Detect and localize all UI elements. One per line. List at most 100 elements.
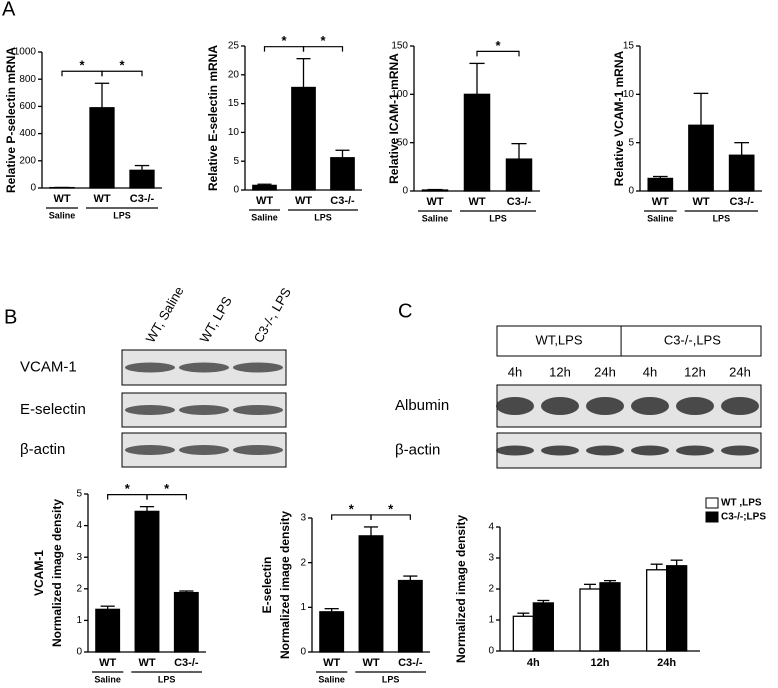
blot-band [496,445,534,456]
blot-row-label: β-actin [20,441,65,458]
time-label: 24h [729,364,751,379]
y-tick-label: 4 [488,522,494,533]
x-tick-label: C3-/- [398,657,423,669]
blot-band [179,445,229,455]
bar [688,124,714,192]
significance-label: * [349,501,355,516]
x-tick-label: 4h [527,657,540,669]
x-tick-label: WT [468,196,485,208]
y-tick-label: 2 [488,584,494,595]
y-tick-label: 0 [402,186,408,197]
x-tick-label: WT [99,657,116,669]
x-tick-label: WT [692,196,709,208]
y-axis-label: VCAM-1 [32,550,46,596]
group-label: LPS [382,674,400,684]
significance-label: * [281,33,287,48]
y-axis-label: Normalized image density [50,499,64,647]
bar [95,608,121,653]
time-label: 24h [594,364,616,379]
y-tick-label: 10 [228,127,240,138]
y-tick-label: 3 [300,513,306,524]
bar [421,189,449,192]
significance-bracket [370,514,411,520]
y-tick-label: 15 [228,98,240,109]
blot-band [233,362,283,373]
significance-label: * [79,58,85,73]
bar [319,611,345,653]
bar [330,157,355,191]
y-tick-label: 0 [628,186,634,197]
bar [397,579,423,653]
significance-label: * [495,38,501,53]
blot-band [179,405,229,415]
y-tick-label: 3 [488,553,494,564]
y-tick-label: 800 [19,74,36,85]
y-tick-label: 150 [391,41,408,52]
y-tick-label: 2 [300,557,306,568]
panel-label: C [398,300,412,322]
blot-band [586,445,624,456]
blot-band [631,445,669,456]
y-axis-label: Relative P-selectin mRNA [4,47,18,193]
significance-label: * [119,58,125,73]
blot-row-label: Albumin [395,397,449,414]
x-tick-label: WT [93,193,110,205]
condition-label: C3-/-,LPS [664,332,721,347]
legend-swatch [705,511,719,523]
condition-frame [496,325,762,357]
blot-row-label: β-actin [395,441,440,458]
bar [647,177,674,192]
blot-band [721,445,759,456]
x-tick-label: WT [295,195,312,207]
blot-band [125,405,175,415]
time-label: 4h [508,364,522,379]
time-label: 4h [643,364,657,379]
significance-bracket [146,494,187,500]
y-tick-label: 0 [300,647,306,658]
significance-label: * [164,481,170,496]
y-tick-label: 1 [488,615,494,626]
bar [505,158,533,192]
x-tick-label: C3-/- [130,193,155,205]
blot-band [541,397,579,415]
x-tick-label: C3-/- [174,657,199,669]
blot-band [676,445,714,456]
x-tick-label: 12h [591,657,610,669]
y-tick-label: 10 [623,89,635,100]
blot-band [721,397,759,415]
significance-label: * [388,501,394,516]
group-label: Saline [49,210,76,220]
blot-band [179,362,229,373]
bar [599,582,621,652]
significance-label: * [320,33,326,48]
blot-row-label: E-selectin [20,401,86,418]
group-label: Saline [318,674,345,684]
bar [252,184,277,191]
y-tick-label: 1000 [14,47,37,58]
bar [532,602,554,652]
blot-band [586,397,624,415]
y-tick-label: 0 [488,646,494,657]
group-label: Saline [422,213,449,223]
group-label: Saline [251,212,278,222]
blot-column-label: C3-/-, LPS [251,285,294,345]
panel-label: B [4,306,17,328]
bar [579,588,601,652]
y-tick-label: 5 [628,137,634,148]
y-axis-label: Normalized image density [278,511,292,659]
y-tick-label: 5 [233,156,239,167]
y-tick-label: 2 [76,583,82,594]
x-tick-label: C3-/- [729,196,754,208]
y-tick-label: 0 [76,647,82,658]
y-tick-label: 400 [19,128,36,139]
blot-column-label: WT, LPS [197,294,235,346]
y-axis-label: E-selectin [260,557,274,614]
y-axis-label: Normalized image density [454,515,468,663]
bar [463,93,491,192]
y-tick-label: 4 [76,520,82,531]
y-axis-label: Relative VCAM-1 mRNA [612,50,626,186]
bar [89,107,115,189]
y-tick-label: 20 [228,69,240,80]
blot-band [233,445,283,455]
